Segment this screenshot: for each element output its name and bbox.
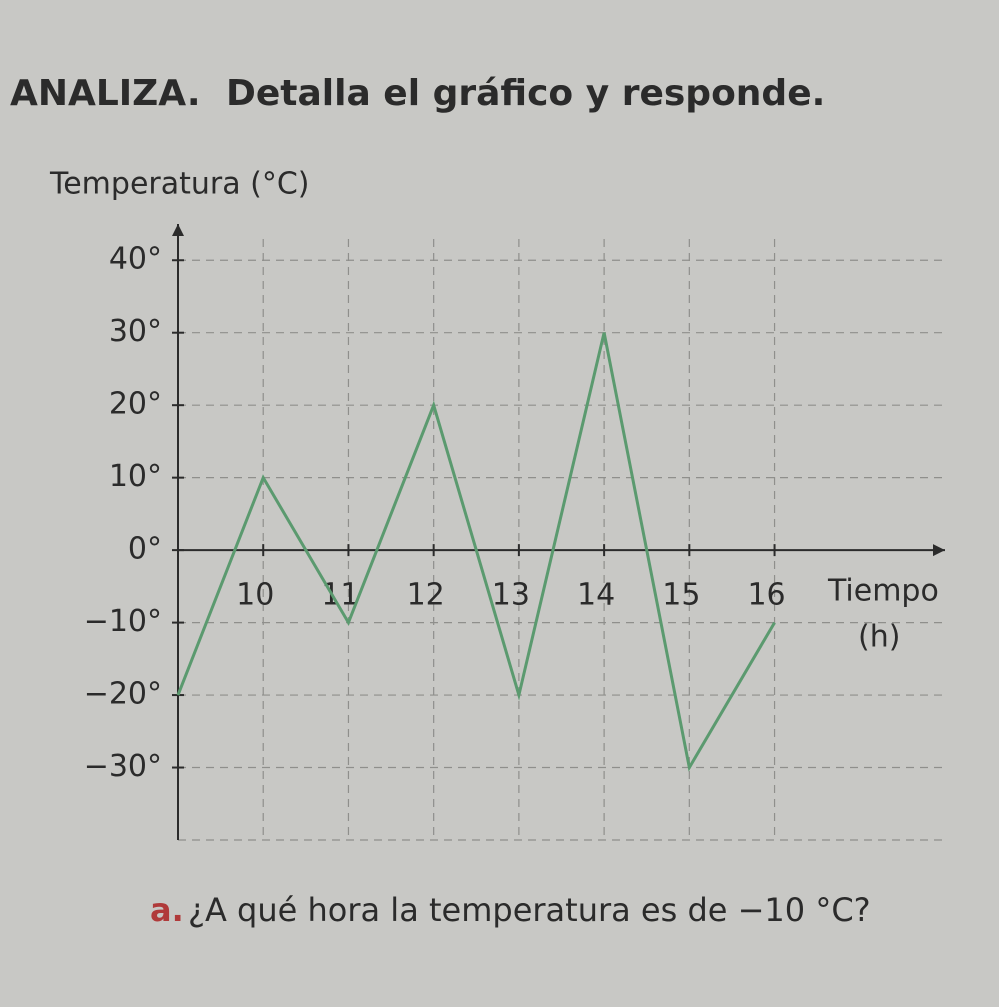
x-tick-label: 15 <box>662 578 700 613</box>
x-axis-label: (h) <box>858 620 900 655</box>
x-tick-label: 13 <box>492 578 530 613</box>
x-axis-label: Tiempo <box>827 574 939 609</box>
y-tick-label: −10° <box>84 604 162 639</box>
question-label: a. <box>150 891 184 929</box>
y-axis-arrow <box>172 224 184 236</box>
heading-label: ANALIZA. <box>10 73 201 114</box>
x-tick-label: 16 <box>747 578 785 613</box>
x-tick-label: 14 <box>577 578 615 613</box>
heading-text: Detalla el gráfico y responde. <box>226 73 825 114</box>
y-tick-label: −20° <box>84 677 162 712</box>
y-tick-label: 10° <box>109 459 162 494</box>
temperature-line <box>176 332 776 772</box>
x-tick-label: 12 <box>407 578 445 613</box>
y-tick-label: 20° <box>109 387 162 422</box>
question-text: ¿A qué hora la temperatura es de −10 °C? <box>188 891 871 929</box>
y-tick-label: −30° <box>84 749 162 784</box>
y-tick-label: 0° <box>128 532 162 567</box>
x-tick-label: 10 <box>236 578 274 613</box>
y-axis-label: Temperatura (°C) <box>49 167 310 202</box>
x-axis-arrow <box>933 544 945 557</box>
y-tick-label: 30° <box>109 314 162 349</box>
y-tick-label: 40° <box>109 242 162 277</box>
